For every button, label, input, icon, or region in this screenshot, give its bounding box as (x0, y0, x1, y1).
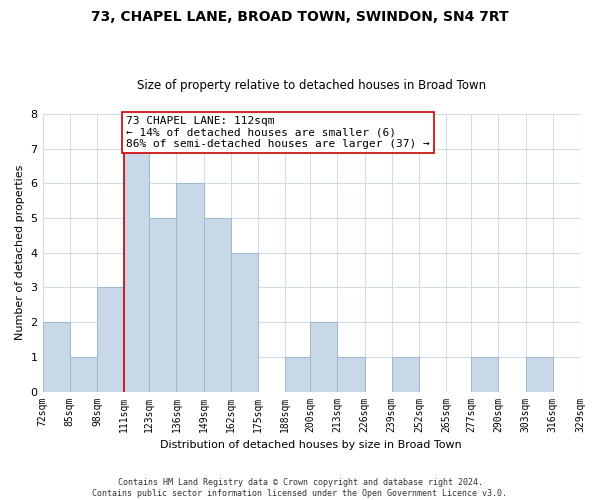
Bar (176, 184, 203, 392)
Bar (203, 218, 231, 392)
Text: 73, CHAPEL LANE, BROAD TOWN, SWINDON, SN4 7RT: 73, CHAPEL LANE, BROAD TOWN, SWINDON, SN… (91, 10, 509, 24)
Bar (149, 218, 176, 392)
Bar (97, 288, 124, 392)
Bar (392, 357, 419, 392)
Bar (70, 357, 97, 392)
Bar (43, 322, 70, 392)
Bar (310, 322, 337, 392)
Text: Contains HM Land Registry data © Crown copyright and database right 2024.
Contai: Contains HM Land Registry data © Crown c… (92, 478, 508, 498)
Title: Size of property relative to detached houses in Broad Town: Size of property relative to detached ho… (137, 79, 486, 92)
Text: 73 CHAPEL LANE: 112sqm
← 14% of detached houses are smaller (6)
86% of semi-deta: 73 CHAPEL LANE: 112sqm ← 14% of detached… (126, 116, 430, 149)
Bar (337, 357, 365, 392)
Y-axis label: Number of detached properties: Number of detached properties (15, 165, 25, 340)
Bar (526, 357, 553, 392)
Bar (124, 148, 149, 392)
Bar (471, 357, 499, 392)
Bar (285, 357, 310, 392)
X-axis label: Distribution of detached houses by size in Broad Town: Distribution of detached houses by size … (160, 440, 462, 450)
Bar (231, 253, 258, 392)
